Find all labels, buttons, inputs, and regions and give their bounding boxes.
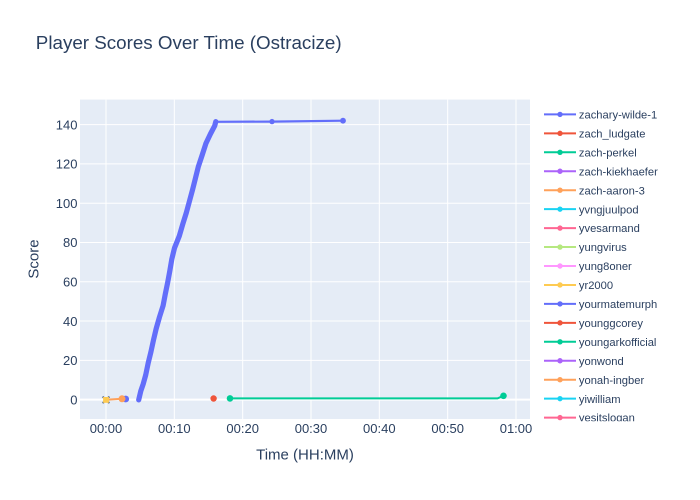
svg-text:80: 80 <box>63 235 77 250</box>
svg-text:20: 20 <box>63 353 77 368</box>
svg-text:0: 0 <box>70 392 77 407</box>
svg-text:yungvirus: yungvirus <box>579 242 627 254</box>
svg-text:100: 100 <box>56 196 78 211</box>
svg-text:yvesarmand: yvesarmand <box>579 223 640 235</box>
svg-text:yung8oner: yung8oner <box>579 261 632 273</box>
svg-text:00:20: 00:20 <box>226 421 259 436</box>
svg-text:zachary-wilde-1: zachary-wilde-1 <box>579 110 657 122</box>
svg-text:00:00: 00:00 <box>90 421 123 436</box>
svg-text:120: 120 <box>56 157 78 172</box>
svg-text:Score: Score <box>26 239 43 278</box>
svg-text:yourmatemurph: yourmatemurph <box>579 299 657 311</box>
svg-text:00:50: 00:50 <box>431 421 464 436</box>
svg-text:01:00: 01:00 <box>500 421 533 436</box>
svg-text:yr2000: yr2000 <box>579 280 613 292</box>
svg-text:zach-kiekhaefer: zach-kiekhaefer <box>579 166 658 178</box>
svg-text:zach-aaron-3: zach-aaron-3 <box>579 185 645 197</box>
svg-text:yonwond: yonwond <box>579 356 624 368</box>
svg-text:60: 60 <box>63 274 77 289</box>
svg-text:140: 140 <box>56 117 78 132</box>
svg-text:00:10: 00:10 <box>158 421 191 436</box>
svg-text:00:40: 00:40 <box>363 421 396 436</box>
svg-text:zach-perkel: zach-perkel <box>579 147 637 159</box>
svg-text:yesitslogan: yesitslogan <box>579 413 635 425</box>
svg-text:younggcorey: younggcorey <box>579 318 643 330</box>
svg-text:40: 40 <box>63 314 77 329</box>
svg-text:zach_ludgate: zach_ludgate <box>579 128 646 140</box>
svg-text:00:30: 00:30 <box>295 421 328 436</box>
svg-text:yvngjuulpod: yvngjuulpod <box>579 204 639 216</box>
svg-text:Time (HH:MM): Time (HH:MM) <box>256 447 354 464</box>
svg-text:youngarkofficial: youngarkofficial <box>579 337 657 349</box>
svg-text:Player Scores Over Time (Ostra: Player Scores Over Time (Ostracize) <box>36 32 342 53</box>
svg-text:yonah-ingber: yonah-ingber <box>579 375 645 387</box>
svg-text:yiwilliam: yiwilliam <box>579 394 621 406</box>
